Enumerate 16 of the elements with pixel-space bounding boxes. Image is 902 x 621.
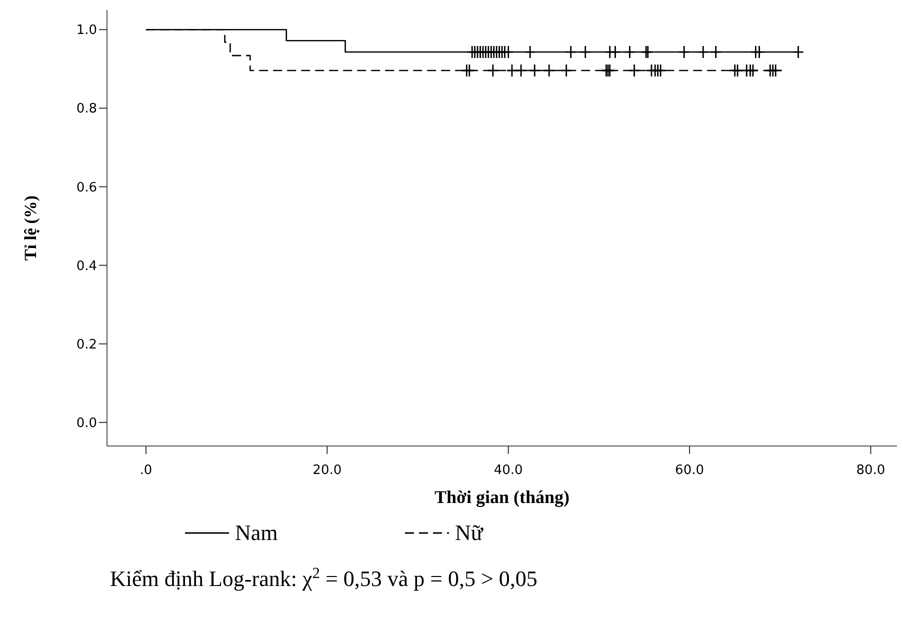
- y-tick-label: 0.4: [76, 258, 97, 274]
- legend-label: Nữ: [455, 520, 484, 545]
- x-tick-label: 80.0: [856, 463, 886, 478]
- text: Kiểm định Log-rank: χ$^{2}$ = 0,53 và p = 0,5 > 0,05: [110, 564, 538, 591]
- x-tick-label: 40.0: [494, 463, 523, 478]
- y-axis-title: Tỉ lệ (%): [21, 195, 40, 261]
- x-tick-label: 20.0: [312, 463, 342, 478]
- x-tick-label: .0: [140, 463, 152, 478]
- x-tick-label: 60.0: [675, 463, 704, 478]
- y-tick-label: 1.0: [76, 23, 97, 38]
- y-tick-label: 0.8: [76, 102, 97, 117]
- y-tick-label: 0.0: [76, 416, 97, 431]
- legend-label: Nam: [235, 520, 278, 545]
- y-tick-label: 0.6: [76, 180, 97, 196]
- y-tick-label: 0.2: [76, 337, 97, 352]
- x-axis-title: Thời gian (tháng): [434, 487, 570, 507]
